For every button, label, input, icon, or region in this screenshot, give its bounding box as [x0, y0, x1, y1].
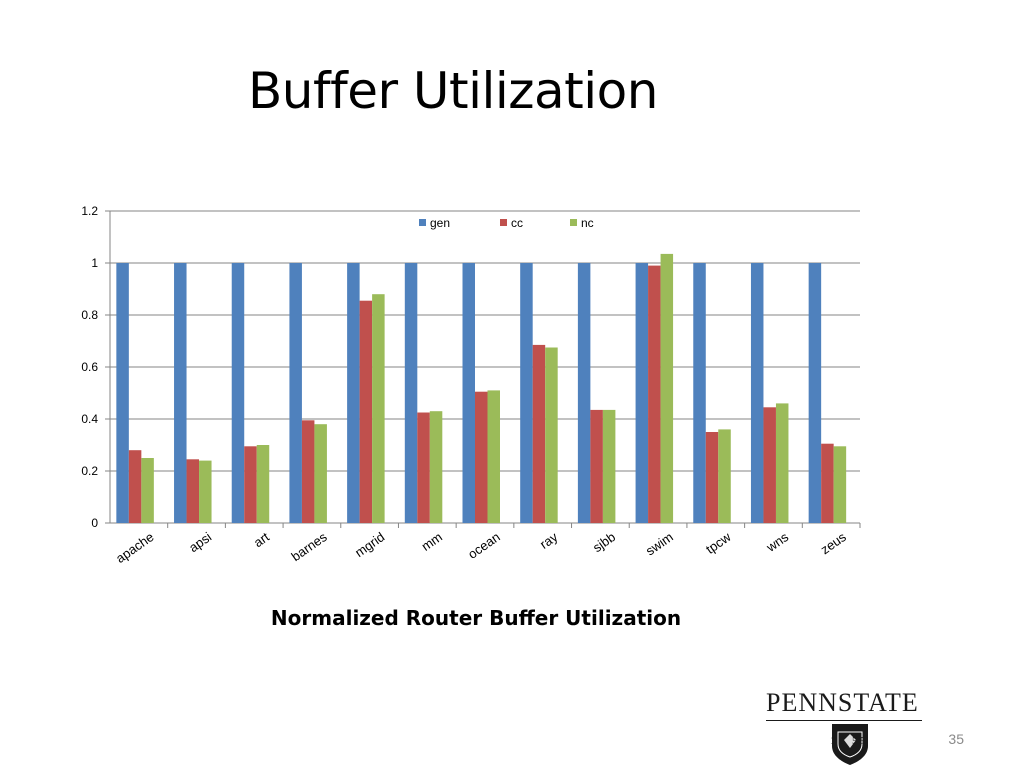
bar-cc-tpcw — [705, 432, 719, 523]
y-tick-label: 1 — [91, 256, 98, 270]
y-tick-label: 0 — [91, 516, 98, 530]
page-number: 35 — [948, 731, 964, 747]
x-tick-label: ray — [537, 529, 561, 552]
bar-nc-apsi — [199, 460, 212, 523]
bar-gen-ray — [520, 263, 533, 523]
bar-cc-sjbb — [590, 409, 603, 523]
x-tick-label: apsi — [186, 529, 214, 555]
logo-wordmark: PENNSTATE — [766, 688, 919, 717]
bar-cc-apache — [128, 450, 142, 523]
bar-cc-swim — [648, 265, 661, 523]
y-tick-label: 0.4 — [81, 412, 98, 426]
x-tick-label: zeus — [818, 529, 850, 557]
bar-gen-mm — [404, 263, 418, 523]
bar-nc-ray — [545, 347, 558, 523]
logo-year-left: 1 8 — [830, 735, 844, 747]
legend-label-nc: nc — [581, 216, 594, 230]
bar-gen-mgrid — [347, 263, 360, 523]
bar-nc-tpcw — [718, 429, 731, 523]
bar-gen-zeus — [808, 263, 822, 523]
legend-label-cc: cc — [511, 216, 523, 230]
x-tick-label: apache — [113, 529, 157, 566]
bar-cc-mgrid — [359, 300, 373, 523]
bar-gen-swim — [635, 263, 649, 523]
shield-icon — [832, 724, 868, 765]
bar-gen-apache — [116, 263, 129, 523]
legend-label-gen: gen — [430, 216, 450, 230]
x-tick-label: sjbb — [590, 529, 618, 555]
bar-nc-mgrid — [372, 294, 385, 523]
bar-chart: 0 0.2 0.4 0.6 0.8 1 1.2 apache apsi art barnes mgri… — [81, 204, 861, 566]
bar-gen-art — [231, 263, 245, 523]
x-tick-label: barnes — [288, 529, 330, 564]
bar-gen-wns — [750, 263, 764, 523]
x-tick-label: wns — [763, 529, 792, 555]
logo-year-right: 5 5 — [852, 735, 866, 747]
y-tick-label: 1.2 — [81, 204, 98, 218]
bar-cc-ray — [532, 344, 546, 523]
bar-nc-art — [256, 445, 270, 523]
bar-cc-mm — [417, 412, 430, 523]
logo-rule — [766, 720, 922, 721]
bar-gen-tpcw — [693, 263, 706, 523]
x-tick-label: art — [251, 529, 272, 550]
bar-nc-apache — [141, 458, 154, 523]
bar-nc-barnes — [314, 424, 327, 523]
x-tick-label: tpcw — [703, 529, 734, 557]
legend-swatch-gen — [419, 219, 426, 226]
chart-caption: Normalized Router Buffer Utilization — [270, 606, 682, 630]
bar-nc-ocean — [487, 390, 500, 523]
bar-nc-zeus — [833, 446, 847, 523]
slide-title: Buffer Utilization — [248, 62, 658, 120]
bar-gen-ocean — [462, 263, 475, 523]
x-tick-label: mm — [419, 529, 445, 554]
bar-cc-barnes — [301, 420, 315, 523]
legend-swatch-cc — [500, 219, 507, 226]
bar-gen-apsi — [174, 263, 187, 523]
x-tick-label: swim — [643, 529, 676, 558]
y-tick-label: 0.6 — [81, 360, 98, 374]
bar-nc-sjbb — [602, 409, 616, 523]
bar-nc-swim — [660, 253, 674, 523]
pennstate-logo: PENNSTATE 1 8 5 5 — [766, 684, 926, 768]
bar-cc-apsi — [186, 459, 200, 523]
bar-cc-zeus — [821, 443, 834, 523]
bar-gen-sjbb — [577, 263, 591, 523]
bar-gen-barnes — [289, 263, 302, 523]
x-tick-label: mgrid — [352, 529, 387, 560]
bar-nc-wns — [775, 403, 789, 523]
y-tick-label: 0.8 — [81, 308, 98, 322]
bar-nc-mm — [429, 411, 443, 523]
bar-cc-wns — [763, 407, 776, 523]
x-tick-label: ocean — [465, 529, 503, 562]
bar-cc-ocean — [475, 391, 488, 523]
y-tick-label: 0.2 — [81, 464, 98, 478]
legend-swatch-nc — [570, 219, 577, 226]
bar-cc-art — [244, 446, 257, 523]
